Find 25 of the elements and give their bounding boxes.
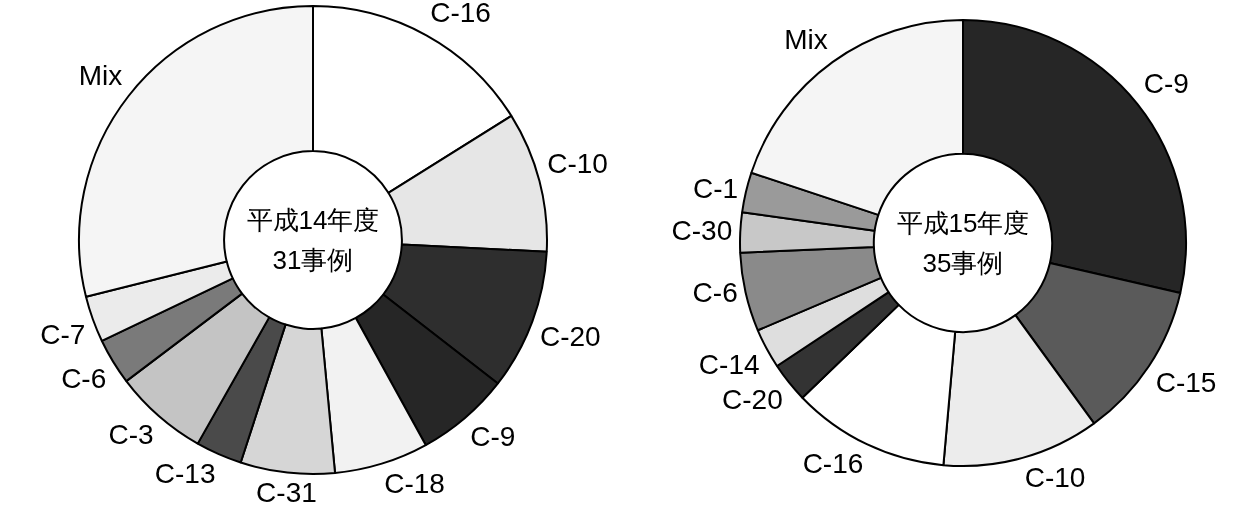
text: 平成14年度 bbox=[246, 205, 380, 236]
slice-label: C-9 bbox=[1143, 67, 1189, 99]
text: 35事例 bbox=[922, 248, 1004, 279]
slice-label: C-6 bbox=[692, 276, 738, 308]
slice-label: Mix bbox=[78, 59, 123, 91]
slice-label: C-13 bbox=[154, 458, 216, 490]
slice-label: C-7 bbox=[40, 318, 86, 350]
slice-label: C-10 bbox=[547, 147, 608, 179]
slice-label: C-1 bbox=[692, 173, 739, 205]
slice-label: Mix bbox=[784, 24, 828, 56]
slice-label: C-16 bbox=[802, 448, 864, 480]
slice-label: C-10 bbox=[1024, 462, 1086, 494]
slice-label: C-20 bbox=[722, 384, 783, 416]
slice-label: C-15 bbox=[1155, 367, 1217, 399]
slice-label: C-3 bbox=[108, 418, 154, 450]
slice-label: C-31 bbox=[256, 477, 317, 509]
slice-label: C-18 bbox=[384, 468, 445, 500]
text: 31事例 bbox=[272, 245, 354, 276]
slice-label: C-9 bbox=[470, 420, 516, 452]
slice-label: C-20 bbox=[539, 320, 601, 352]
slice-label: C-6 bbox=[61, 362, 107, 394]
slice-label: C-30 bbox=[671, 214, 733, 246]
slice-label: C-16 bbox=[430, 0, 491, 29]
slice-label: C-14 bbox=[698, 349, 760, 381]
text: 平成15年度 bbox=[896, 208, 1030, 239]
